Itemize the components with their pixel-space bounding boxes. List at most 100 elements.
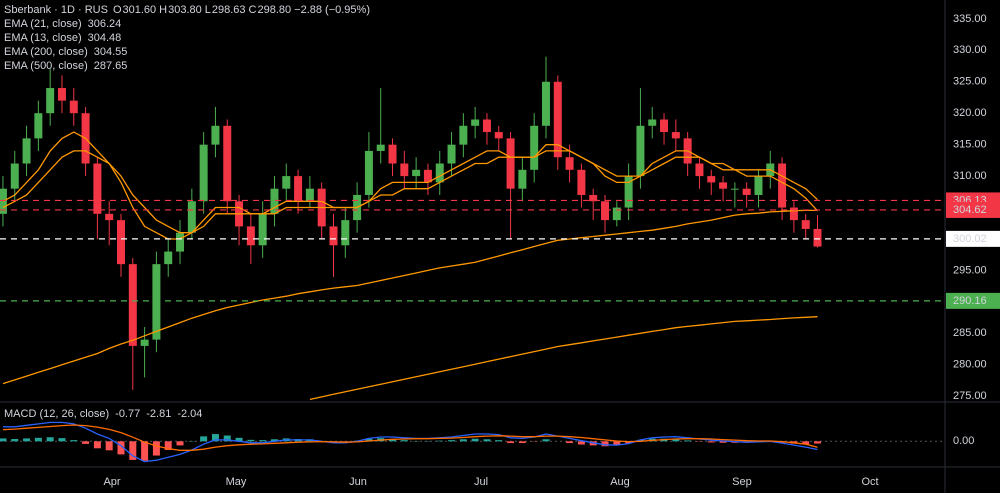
macd-line [2,424,818,451]
histogram-bar [0,438,7,442]
candle-body [246,226,255,246]
histogram-bar [672,438,680,442]
candle-body [128,264,137,346]
candle-body [435,163,444,183]
histogram-bar [152,441,160,456]
histogram-bar [259,440,267,442]
y-tick-label: 0.00 [953,435,974,447]
y-tick-label: 280.00 [953,359,987,371]
ohlc-value: 298.63 [212,4,246,16]
x-tick-label: May [226,476,247,488]
candle-body [589,194,598,202]
candle-body [258,213,267,246]
histogram-bar [235,437,243,442]
histogram-bar [46,437,54,442]
candle-body [294,176,303,202]
candle-body [388,144,397,164]
ohlc-value: 298.80 [258,4,292,16]
candle-body [612,207,621,221]
legend-name: EMA (500, close) [4,60,88,72]
candle-body [636,125,645,177]
ema-line [2,131,818,240]
candle-body [199,144,208,202]
histogram-bar [542,439,550,442]
macd-pane [0,421,945,463]
candle-body [69,100,78,114]
candle-body [742,188,751,195]
candle-body [176,232,185,252]
candle-body [459,125,468,145]
candle-body [282,176,291,189]
histogram-bar [448,440,456,442]
candle-body [105,213,114,221]
histogram-bar [507,441,515,444]
histogram-bar [613,441,621,446]
histogram-bar [365,438,373,442]
candle-body [270,188,279,214]
candle-body [789,207,798,221]
y-tick-label: 295.00 [953,264,987,276]
y-tick-label: 310.00 [953,170,987,182]
price-level-badge [946,292,1000,309]
histogram-bar [223,435,231,442]
price-level-label: 290.16 [953,295,987,307]
candle-body [223,125,232,202]
ema-line [2,209,818,385]
histogram-bar [141,441,149,461]
candle-body [211,125,220,145]
price-level-label: 300.02 [953,233,987,245]
histogram-bar [684,440,692,442]
candle-body [46,88,55,114]
legend-name: EMA (21, close) [4,18,82,30]
candle-body [778,163,787,208]
x-tick-label: Sep [732,476,752,488]
candle-body [329,226,338,246]
histogram-bar [93,441,101,449]
ema-line [309,316,818,400]
ohlc-key: H [159,4,167,16]
histogram-bar [400,440,408,442]
candle-body [707,176,716,183]
series-value: -2.81 [146,408,171,420]
legend-name: EMA (13, close) [4,32,82,44]
y-tick-label: 330.00 [953,44,987,56]
histogram-bar [577,441,585,445]
histogram-bar [58,438,66,442]
histogram-bar [82,441,90,444]
histogram-bar [164,441,172,451]
candle-body [695,163,704,177]
candle-body [719,182,728,189]
histogram-bar [270,439,278,442]
y-tick-label: 285.00 [953,327,987,339]
candle-body [423,169,432,183]
candle-body [754,176,763,195]
legend-value: 304.48 [88,32,122,44]
indicator-title: MACD (12, 26, close) [4,408,109,420]
histogram-bar [814,441,822,444]
x-tick-label: Jul [474,476,488,488]
candle-body [671,132,680,139]
price-level-label: 304.62 [953,204,987,216]
candle-body [34,113,43,139]
candle-body [400,163,409,177]
histogram-bar [211,434,219,442]
legend-value: 304.55 [94,46,128,58]
histogram-bar [483,439,491,442]
candle-body [447,144,456,164]
histogram-bar [601,441,609,447]
candle-body [506,138,515,189]
histogram-bar [636,439,644,442]
histogram-bar [495,440,503,442]
ohlc-key: L [205,4,211,16]
candle-body [152,264,161,340]
candle-body [813,228,822,247]
candle-body [117,220,126,265]
y-tick-label: 315.00 [953,139,987,151]
legend-name: EMA (200, close) [4,46,88,58]
candle-body [57,88,66,101]
ohlc-value: 301.60 [123,4,157,16]
candle-body [10,163,19,189]
candle-body [364,150,373,195]
x-tick-label: Apr [103,476,120,488]
